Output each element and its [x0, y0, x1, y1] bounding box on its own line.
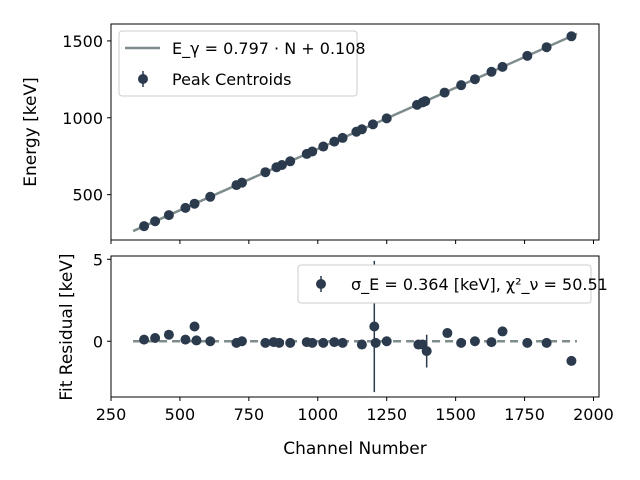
energy-panel: 500 1000 1500 Energy [keV] E_γ = 0.797 · N… — [21, 23, 600, 244]
residual-x-ticks: 250 500 750 1000 1250 1500 1750 2000 — [96, 397, 614, 424]
peak-centroid-point — [189, 198, 200, 209]
residual-point — [150, 332, 161, 343]
peak-centroid-point — [522, 50, 533, 61]
residual-points — [139, 260, 577, 393]
energy-y-tick-label: 1500 — [62, 32, 103, 51]
legend-fit-label: E_γ = 0.797 · N + 0.108 — [172, 39, 366, 59]
peak-centroid-point — [276, 159, 287, 170]
peak-centroid-point — [381, 113, 392, 124]
peak-centroid-point — [205, 191, 216, 202]
x-tick-label: 1750 — [504, 405, 545, 424]
peak-centroid-point — [180, 202, 191, 213]
residual-point — [456, 337, 467, 348]
energy-legend-box — [118, 30, 358, 97]
residual-y-ticks: 50 — [93, 250, 111, 351]
residual-point — [318, 337, 329, 348]
residual-point — [381, 336, 392, 347]
peak-centroid-point — [236, 177, 247, 188]
residual-point — [486, 337, 497, 348]
residual-point — [566, 355, 577, 366]
x-tick-label: 500 — [165, 405, 196, 424]
peak-centroid-point — [307, 146, 318, 157]
peak-centroid-point — [163, 210, 174, 221]
residual-point — [274, 337, 285, 348]
x-tick-label: 250 — [96, 405, 127, 424]
residual-point — [205, 336, 216, 347]
x-tick-label: 750 — [234, 405, 265, 424]
residual-point — [369, 321, 380, 332]
residual-point — [285, 337, 296, 348]
energy-y-axis-label: Energy [keV] — [21, 77, 41, 187]
residual-point — [189, 321, 200, 332]
peak-centroid-point — [469, 74, 480, 85]
peak-centroid-point — [541, 42, 552, 53]
residual-legend: σ_E = 0.364 [keV], χ²_ν = 50.51 — [297, 264, 608, 304]
peak-centroid-point — [497, 61, 508, 72]
residual-y-tick-label: 5 — [93, 250, 103, 269]
x-tick-label: 1500 — [435, 405, 476, 424]
peak-centroid-point — [356, 124, 367, 135]
peak-centroid-point — [285, 156, 296, 167]
residual-legend-box — [297, 264, 592, 304]
residual-point — [421, 346, 432, 357]
residual-point — [356, 339, 367, 350]
peak-centroid-point — [329, 136, 340, 147]
peak-centroid-point — [439, 87, 450, 98]
legend-points-marker — [138, 74, 148, 84]
x-axis-label: Channel Number — [283, 439, 427, 459]
peak-centroid-point — [566, 31, 577, 42]
peak-centroid-point — [260, 167, 271, 178]
residual-point — [329, 337, 340, 348]
residual-point — [180, 334, 191, 345]
peak-centroid-point — [337, 132, 348, 143]
residual-point — [236, 336, 247, 347]
residual-point — [497, 326, 508, 337]
residual-point — [469, 336, 480, 347]
x-tick-label: 2000 — [573, 405, 614, 424]
residual-point — [370, 337, 381, 348]
residual-point — [337, 337, 348, 348]
energy-y-tick-label: 500 — [72, 186, 103, 205]
peak-centroid-point — [367, 119, 378, 130]
residual-panel: 50 250 500 750 1000 1250 1500 1750 2000 Fit Res… — [57, 250, 614, 459]
legend-residual-marker — [316, 279, 326, 289]
energy-y-ticks: 500 1000 1500 — [62, 32, 111, 205]
peak-centroid-points — [139, 31, 577, 232]
energy-y-tick-label: 1000 — [62, 109, 103, 128]
peak-centroid-point — [318, 141, 329, 152]
peak-centroid-point — [420, 96, 431, 107]
residual-point — [139, 334, 150, 345]
residual-point — [163, 329, 174, 340]
residual-point — [307, 337, 318, 348]
residual-y-axis-label: Fit Residual [keV] — [57, 253, 77, 400]
peak-centroid-point — [150, 216, 161, 227]
residual-point — [541, 337, 552, 348]
residual-point — [442, 328, 453, 339]
energy-x-ticks — [110, 240, 594, 244]
peak-centroid-point — [486, 66, 497, 77]
residual-point — [191, 335, 202, 346]
residual-y-tick-label: 0 — [93, 332, 103, 351]
residual-point — [522, 337, 533, 348]
peak-centroid-point — [139, 221, 150, 232]
legend-points-label: Peak Centroids — [172, 70, 291, 89]
legend-residual-label: σ_E = 0.364 [keV], χ²_ν = 50.51 — [351, 275, 608, 295]
x-tick-label: 1250 — [366, 405, 407, 424]
residual-point — [260, 337, 271, 348]
energy-legend: E_γ = 0.797 · N + 0.108 Peak Centroids — [118, 30, 366, 97]
x-tick-label: 1000 — [297, 405, 338, 424]
peak-centroid-point — [456, 80, 467, 91]
